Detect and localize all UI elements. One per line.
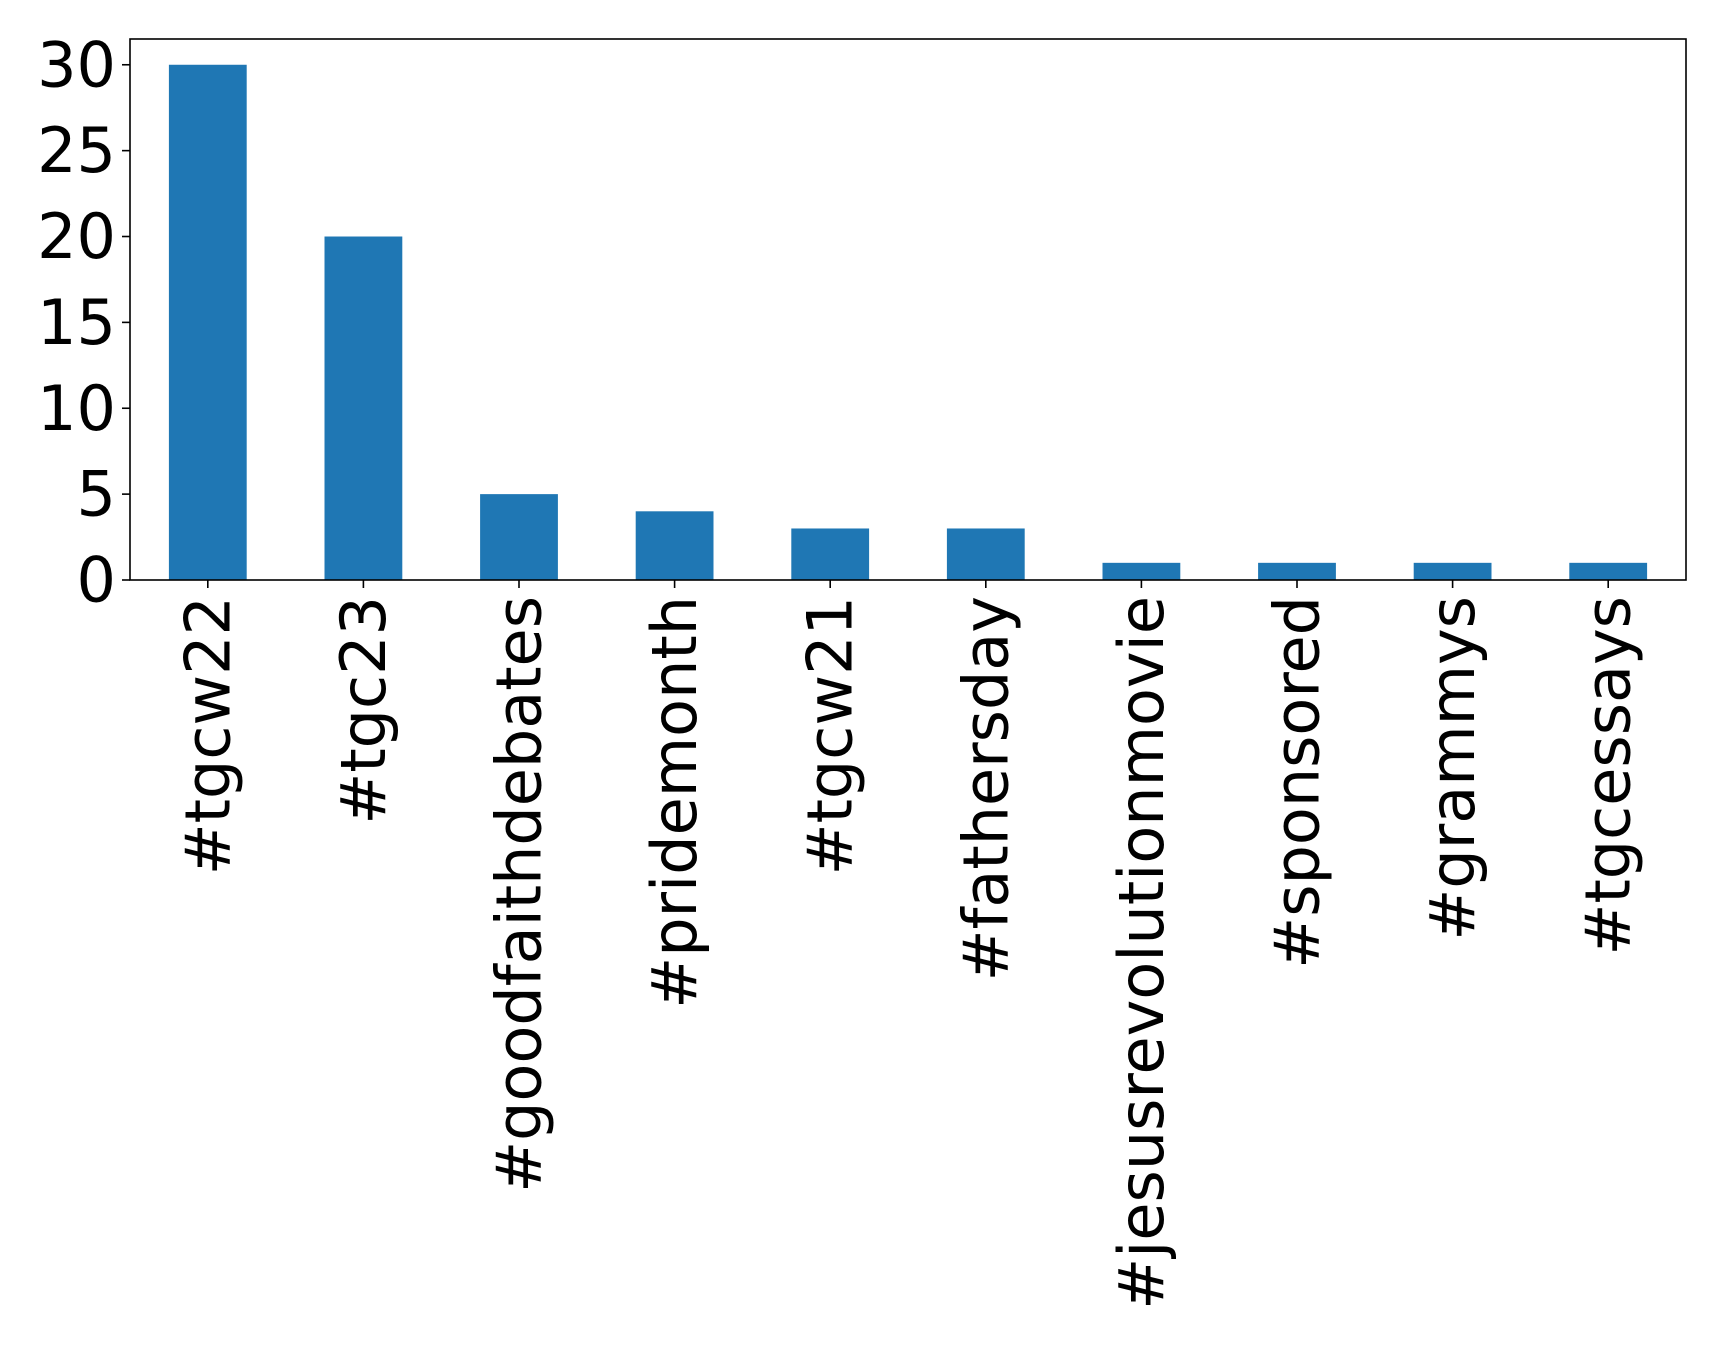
x-tick-label: #tgcw21 [794,596,867,875]
bar-tgcw22 [168,64,247,580]
bar-fathersday [946,528,1025,580]
x-tick-label: #fathersday [949,596,1022,981]
x-tick-label: #grammys [1416,596,1489,941]
bar-pridemonth [635,511,714,580]
bar-sponsored [1258,562,1336,580]
y-tick-label: 25 [37,114,116,187]
x-tick-label: #sponsored [1261,596,1334,969]
x-tick-label: #tgcessays [1572,596,1645,955]
x-tick-label: #tgc23 [327,596,400,825]
y-axis: 0 5 10 15 20 25 30 [37,28,130,617]
bar-grammys [1413,562,1492,580]
y-tick-label: 5 [77,458,116,531]
x-tick-label: #tgcw22 [171,596,244,875]
bar-jesusrevolutionmovie [1102,562,1181,580]
x-tick-label: #goodfaithdebates [483,596,556,1193]
y-tick-label: 20 [37,200,116,273]
x-axis: #tgcw22 #tgc23 #goodfaithdebates #pridemont… [171,580,1645,1310]
x-tick-label: #jesusrevolutionmovie [1105,596,1178,1310]
bar-goodfaithdebates [480,494,558,580]
y-tick-label: 30 [37,28,116,101]
bar-tgcessays [1569,562,1648,580]
x-tick-label: #pridemonth [638,596,711,1009]
y-tick-label: 15 [37,286,116,359]
bar-tgc23 [324,236,403,580]
bars-layer [168,64,1648,580]
y-tick-label: 10 [37,372,116,445]
bar-tgcw21 [791,528,870,580]
y-tick-label: 0 [77,544,116,617]
plot-frame [129,38,1687,581]
